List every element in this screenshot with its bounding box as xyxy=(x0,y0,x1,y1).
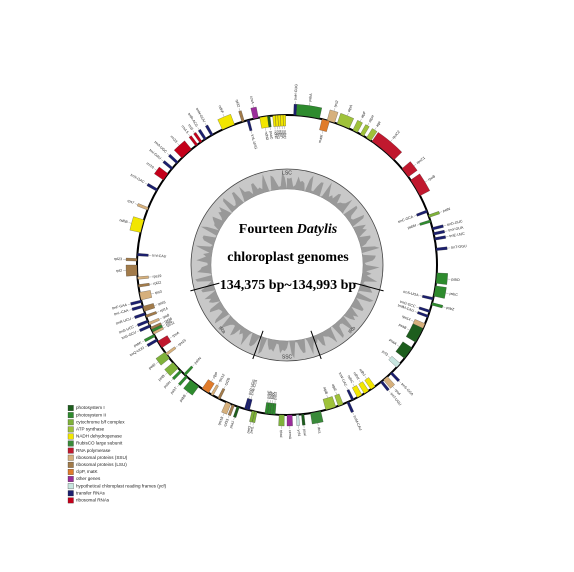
legend-swatch xyxy=(68,462,74,468)
gene-label: ndhH xyxy=(283,130,287,139)
gene xyxy=(434,286,447,299)
gene xyxy=(310,411,323,424)
gene xyxy=(283,115,286,126)
legend-label: hypothetical chloroplast reading frames … xyxy=(76,483,167,488)
legend-swatch xyxy=(68,427,74,433)
gene-label: trnH-GUG xyxy=(294,84,299,101)
legend-swatch xyxy=(68,498,74,504)
legend-label: NADH dehydrogenase xyxy=(76,434,122,439)
legend-swatch xyxy=(68,491,74,497)
gene-label: cemA xyxy=(288,430,292,440)
region-label: LSC xyxy=(282,170,292,176)
gene xyxy=(294,104,297,115)
legend-swatch xyxy=(68,448,74,454)
title-line2: chloroplast genomes xyxy=(227,250,349,265)
legend-swatch xyxy=(68,405,74,411)
gene xyxy=(280,115,283,126)
legend-label: ATP synthase xyxy=(76,427,105,432)
gene xyxy=(126,258,137,261)
legend-label: ribosomal proteins (SSU) xyxy=(76,455,128,460)
legend-label: RNA polymerase xyxy=(76,448,111,453)
legend-label: clpP, matK xyxy=(76,469,99,474)
legend-swatch xyxy=(68,483,74,489)
legend-label: ribosomal RNAs xyxy=(76,498,110,503)
legend-swatch xyxy=(68,412,74,418)
legend-swatch xyxy=(68,476,74,482)
legend-label: ribosomal proteins (LSU) xyxy=(76,462,127,467)
title-line3: 134,375 bp~134,993 bp xyxy=(220,278,357,293)
gene-label: rpl2 xyxy=(116,269,122,273)
region-label: SSC xyxy=(282,354,293,360)
legend-label: other genes xyxy=(76,476,101,481)
legend-label: photosystem II xyxy=(76,412,106,417)
legend-swatch xyxy=(68,455,74,461)
title-word: Fourteen xyxy=(239,222,294,237)
gene xyxy=(287,415,293,426)
legend-label: transfer RNAs xyxy=(76,490,106,495)
legend-swatch xyxy=(68,420,74,426)
gene xyxy=(436,273,448,285)
gene-label: psaI xyxy=(302,429,307,436)
gene-label: psbD xyxy=(451,277,460,282)
legend-label: photosystem I xyxy=(76,405,105,410)
legend-label: RubisCO large subunit xyxy=(76,441,123,446)
gene-label: ycf4 xyxy=(297,429,301,436)
legend-swatch xyxy=(68,441,74,447)
gene xyxy=(126,265,137,276)
gene xyxy=(279,415,285,426)
title-line1: Fourteen Datylis xyxy=(239,222,338,237)
title-italic: Datylis xyxy=(296,222,338,237)
gene-label: petA xyxy=(279,429,283,437)
legend-label: cytochrome b/f complex xyxy=(76,419,125,424)
legend-swatch xyxy=(68,434,74,440)
gene-label: rpl23 xyxy=(114,257,122,261)
legend-swatch xyxy=(68,469,74,475)
gene-label: rps19 xyxy=(152,274,161,279)
